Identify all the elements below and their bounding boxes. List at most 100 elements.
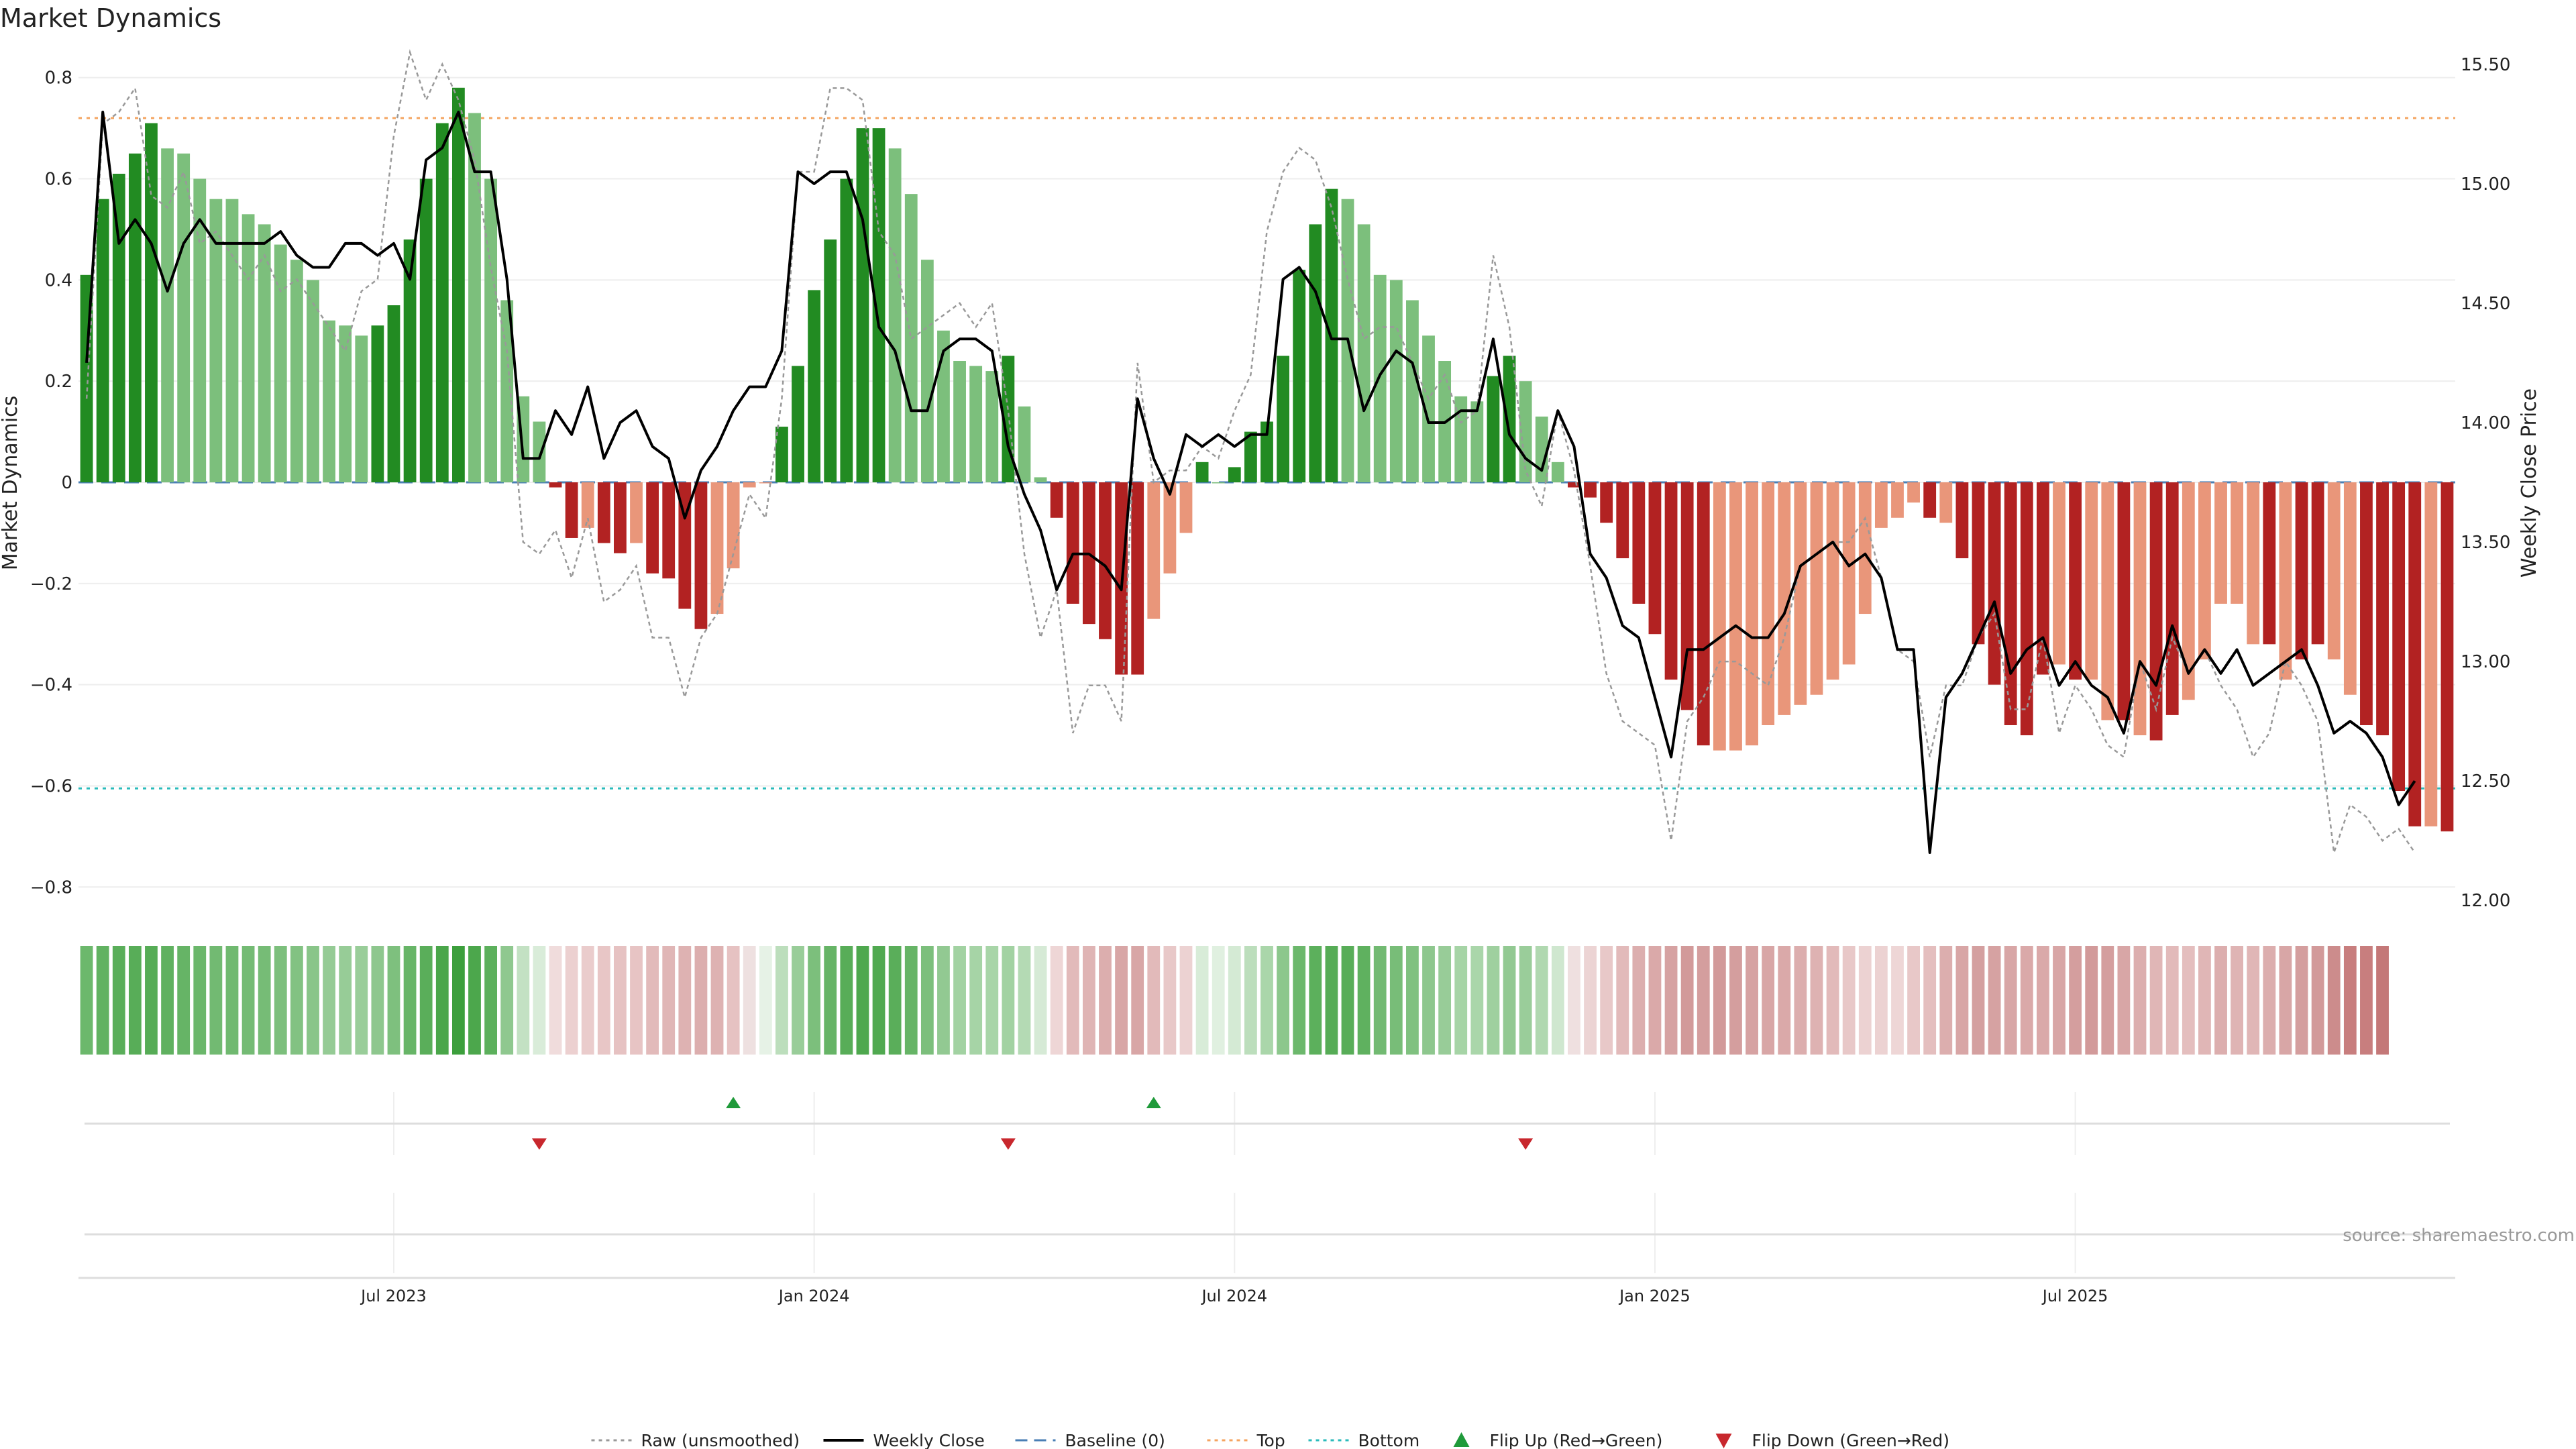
momentum-bar	[1891, 482, 1904, 518]
momentum-bar	[1972, 482, 1985, 645]
y2-tick-label: 15.50	[2461, 55, 2510, 75]
momentum-bar	[581, 482, 594, 528]
heat-cell	[2004, 946, 2017, 1055]
momentum-bar	[2149, 482, 2163, 741]
x-tick-label: Jul 2024	[1200, 1287, 1267, 1305]
x-tick-label: Jul 2023	[360, 1287, 427, 1305]
heat-cell	[1907, 946, 1920, 1055]
source-label: source: sharemaestro.com	[2343, 1226, 2575, 1246]
heat-cell	[1309, 946, 1322, 1055]
heat-cell	[1277, 946, 1290, 1055]
heat-cell	[678, 946, 692, 1055]
legend-label: Raw (unsmoothed)	[641, 1431, 800, 1449]
heat-cell	[2247, 946, 2260, 1055]
heat-cell	[2149, 946, 2163, 1055]
heat-cell	[1664, 946, 1678, 1055]
heat-cell	[920, 946, 934, 1055]
momentum-bar	[371, 325, 384, 482]
legend-label: Baseline (0)	[1065, 1431, 1165, 1449]
momentum-bar	[1260, 421, 1273, 482]
momentum-bar	[694, 482, 708, 629]
momentum-bars	[80, 87, 2454, 832]
heat-cell	[565, 946, 578, 1055]
momentum-bar	[2360, 482, 2373, 725]
heat-cell	[597, 946, 610, 1055]
momentum-bar	[678, 482, 692, 609]
momentum-bar	[1535, 416, 1548, 482]
legend-label: Flip Up (Red→Green)	[1490, 1431, 1663, 1449]
heat-cell	[1939, 946, 1953, 1055]
heat-cell	[727, 946, 740, 1055]
momentum-bar	[1632, 482, 1646, 604]
momentum-bar	[241, 214, 255, 482]
momentum-bar	[451, 87, 465, 483]
heat-cell	[1066, 946, 1079, 1055]
y2-tick-label: 13.50	[2461, 533, 2510, 553]
momentum-bar	[1406, 300, 1419, 482]
heat-cell	[339, 946, 352, 1055]
momentum-bar	[307, 280, 319, 482]
momentum-bar	[533, 421, 546, 482]
momentum-bar	[2069, 482, 2082, 680]
momentum-bar	[1939, 482, 1953, 523]
flip-down-marker	[1518, 1138, 1534, 1150]
momentum-bar	[2182, 482, 2195, 700]
momentum-bar	[2376, 482, 2389, 736]
heat-cell	[2263, 946, 2276, 1055]
momentum-bar	[2231, 482, 2244, 604]
chart-title: Market Dynamics	[0, 3, 221, 33]
heat-cell	[904, 946, 918, 1055]
momentum-bar	[2101, 482, 2114, 720]
momentum-bar	[1018, 406, 1031, 482]
momentum-bar	[1309, 224, 1322, 482]
momentum-bar	[953, 361, 966, 482]
heat-cell	[1794, 946, 1807, 1055]
momentum-bar	[1762, 482, 1775, 725]
heat-cell	[1163, 946, 1177, 1055]
weekly-close-line	[85, 111, 2416, 854]
momentum-bar	[710, 482, 724, 614]
heat-cell	[2182, 946, 2195, 1055]
heat-cell	[1923, 946, 1937, 1055]
heat-cell	[2020, 946, 2033, 1055]
momentum-bar	[484, 178, 498, 482]
heat-cell	[1680, 946, 1694, 1055]
momentum-bar	[112, 173, 125, 482]
momentum-bar	[2053, 482, 2065, 665]
momentum-bar	[808, 290, 821, 482]
momentum-bar	[2004, 482, 2017, 725]
heat-cell	[1002, 946, 1015, 1055]
momentum-bar	[2133, 482, 2147, 736]
heat-cell	[371, 946, 384, 1055]
heat-cell	[2198, 946, 2211, 1055]
heat-cell	[1082, 946, 1095, 1055]
momentum-bar	[2279, 482, 2292, 680]
heat-cell	[1487, 946, 1500, 1055]
momentum-bar	[1697, 482, 1710, 746]
legend-item: Top	[1207, 1431, 1285, 1449]
heat-cell	[1648, 946, 1662, 1055]
heat-cell	[1697, 946, 1710, 1055]
momentum-bar	[2036, 482, 2049, 675]
heat-cell	[1568, 946, 1580, 1055]
heat-cell	[1099, 946, 1112, 1055]
heat-cell	[1147, 946, 1161, 1055]
heat-cell	[533, 946, 546, 1055]
heat-cell	[1535, 946, 1548, 1055]
legend-label: Top	[1256, 1431, 1285, 1449]
momentum-bar	[96, 199, 109, 482]
heat-cell	[1972, 946, 1985, 1055]
momentum-bar	[888, 148, 902, 482]
legend-item: Bottom	[1308, 1431, 1419, 1449]
flip-markers	[85, 1092, 2450, 1273]
heat-cell	[2117, 946, 2131, 1055]
momentum-bar	[1551, 462, 1564, 482]
heat-cell	[128, 946, 142, 1055]
momentum-bar	[1131, 482, 1144, 675]
momentum-bar	[872, 128, 885, 482]
heat-cell	[1357, 946, 1371, 1055]
momentum-bar	[258, 224, 271, 482]
momentum-bar	[1503, 356, 1516, 482]
heat-cell	[403, 946, 417, 1055]
